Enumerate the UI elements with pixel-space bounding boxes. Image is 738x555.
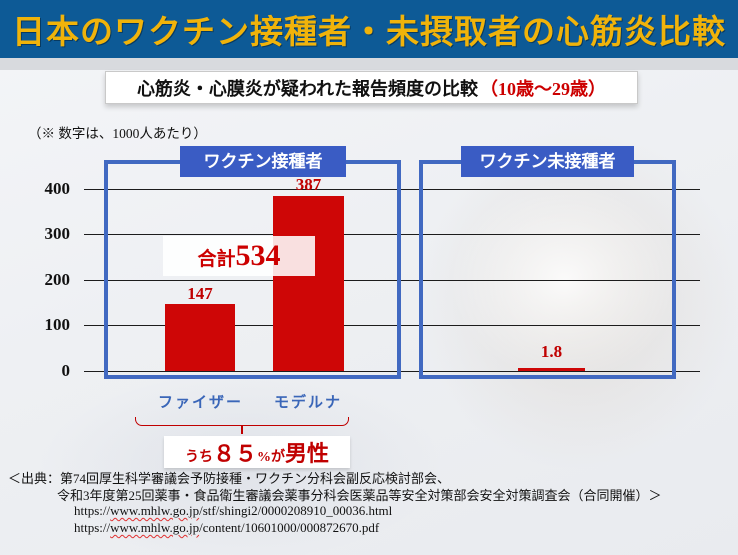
url-domain: www.mhlw.go.jp bbox=[110, 520, 200, 535]
y-axis-tick: 400 bbox=[44, 179, 71, 198]
bar-moderna bbox=[273, 195, 344, 371]
subtitle-box: 心筋炎・心膜炎が疑われた報告頻度の比較 （10歳～29歳） bbox=[105, 71, 638, 104]
bracket-tick bbox=[241, 425, 243, 434]
x-label-moderna: モデルナ bbox=[273, 395, 342, 411]
x-label-pfizer: ファイザー bbox=[158, 395, 244, 411]
source-line-1: ＜出典：第74回厚生科学審議会予防接種・ワクチン分科会副反応検討部会、 bbox=[8, 471, 451, 486]
male-note-percvalue: ８５ bbox=[212, 441, 257, 466]
gridline-400 bbox=[84, 189, 700, 190]
url-path: /content/10601000/000872670.pdf bbox=[199, 520, 380, 535]
total-value: 534 bbox=[235, 239, 281, 272]
divider-band bbox=[0, 58, 738, 70]
gridline-0 bbox=[84, 371, 700, 372]
bar-value-pfizer: 147 bbox=[187, 284, 213, 303]
bar-pfizer bbox=[165, 304, 235, 371]
slide-title: 日本のワクチン接種者・未摂取者の心筋炎比較 bbox=[12, 15, 726, 51]
unvaccinated-panel-header: ワクチン未接種者 bbox=[461, 146, 634, 177]
bar-value-moderna: 387 bbox=[295, 175, 322, 194]
unit-note: （※ 数字は、1000人あたり） bbox=[28, 126, 207, 141]
source-url-1[interactable]: https://www.mhlw.go.jp/stf/shingi2/00002… bbox=[74, 503, 392, 519]
y-axis-tick: 0 bbox=[61, 361, 71, 380]
y-axis-tick: 300 bbox=[44, 224, 71, 243]
male-percentage-note: うち ８５ %が 男性 bbox=[164, 436, 350, 468]
vaccinated-panel-header: ワクチン接種者 bbox=[180, 146, 346, 177]
y-axis-tick: 200 bbox=[44, 270, 71, 289]
male-note-male: 男性 bbox=[285, 441, 330, 466]
subtitle-text: 心筋炎・心膜炎が疑われた報告頻度の比較 bbox=[136, 78, 479, 99]
source-url-2[interactable]: https://www.mhlw.go.jp/content/10601000/… bbox=[74, 520, 379, 536]
url-path: /stf/shingi2/0000208910_00036.html bbox=[199, 503, 393, 518]
unvaccinated-panel-border bbox=[419, 160, 676, 379]
total-prefix: 合計 bbox=[197, 249, 236, 270]
subtitle-age-range: （10歳～29歳） bbox=[480, 78, 607, 99]
url-prefix: https:// bbox=[74, 520, 111, 535]
y-axis-tick: 100 bbox=[44, 315, 71, 334]
url-domain: www.mhlw.go.jp bbox=[110, 503, 200, 518]
title-banner: 日本のワクチン接種者・未摂取者の心筋炎比較 bbox=[0, 0, 738, 58]
gridline-100 bbox=[84, 325, 700, 326]
gridline-300 bbox=[84, 234, 700, 235]
url-prefix: https:// bbox=[74, 503, 111, 518]
gridline-200 bbox=[84, 280, 700, 281]
bracket bbox=[135, 417, 349, 434]
male-note-part: %が bbox=[257, 450, 285, 465]
source-line-2: 令和3年度第25回薬事・食品衛生審議会薬事分科会医薬品等安全対策部会安全対策調査… bbox=[57, 488, 662, 503]
male-note-part: うち bbox=[184, 450, 213, 465]
total-overlay: 合計 534 bbox=[163, 236, 315, 276]
